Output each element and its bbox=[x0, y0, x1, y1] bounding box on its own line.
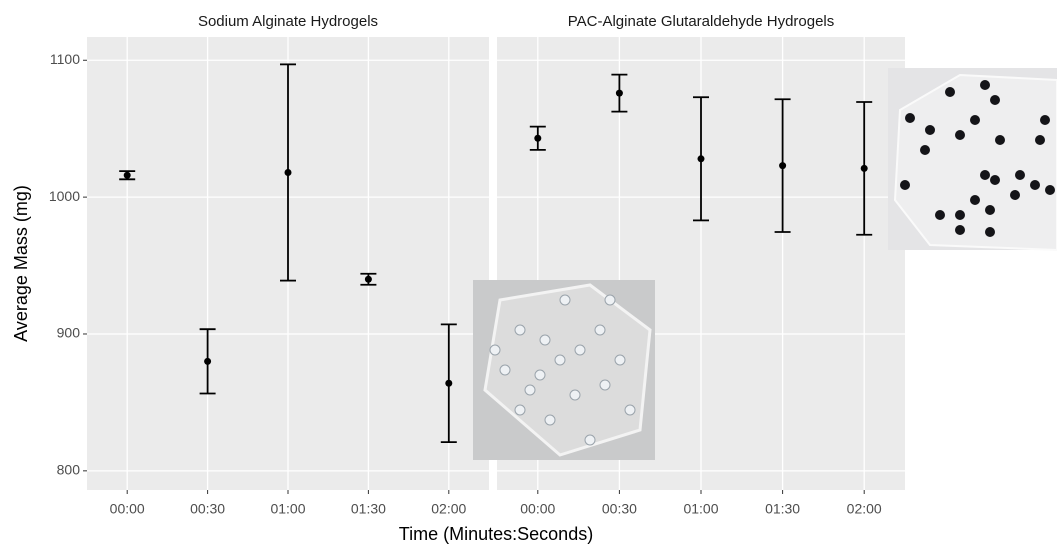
y-tick-label: 800 bbox=[57, 462, 81, 478]
panel-title: Sodium Alginate Hydrogels bbox=[198, 13, 378, 30]
point bbox=[534, 134, 542, 142]
point bbox=[860, 164, 868, 172]
photo-inset-clear-beads bbox=[473, 280, 655, 460]
x-axis-title: Time (Minutes:Seconds) bbox=[399, 524, 593, 544]
photo-inset-dark-beads bbox=[888, 68, 1057, 252]
y-tick-label: 1000 bbox=[49, 188, 80, 204]
point bbox=[779, 162, 787, 170]
panel-title: PAC-Alginate Glutaraldehyde Hydrogels bbox=[568, 13, 835, 30]
point bbox=[364, 275, 372, 283]
y-tick-label: 1100 bbox=[50, 51, 80, 67]
plot-area: Sodium Alginate Hydrogels 800 900 1000 1100 0… bbox=[11, 13, 905, 544]
x-tick-label: 01:00 bbox=[683, 501, 718, 517]
point bbox=[615, 89, 623, 97]
x-tick-label: 02:00 bbox=[847, 501, 882, 517]
y-axis-title: Average Mass (mg) bbox=[11, 185, 31, 342]
x-tick-label: 01:30 bbox=[765, 501, 800, 517]
point bbox=[445, 379, 453, 387]
x-tick-label: 00:30 bbox=[190, 501, 225, 517]
x-tick-label: 00:00 bbox=[110, 501, 145, 517]
y-tick-label: 900 bbox=[57, 325, 81, 341]
x-tick-label: 02:00 bbox=[431, 501, 466, 517]
x-tick-label: 01:30 bbox=[351, 501, 386, 517]
point bbox=[123, 171, 131, 179]
x-tick-label: 00:30 bbox=[602, 501, 637, 517]
point bbox=[204, 357, 212, 365]
x-tick-label: 00:00 bbox=[520, 501, 555, 517]
point bbox=[697, 155, 705, 163]
x-tick-label: 01:00 bbox=[270, 501, 305, 517]
point bbox=[284, 168, 292, 176]
